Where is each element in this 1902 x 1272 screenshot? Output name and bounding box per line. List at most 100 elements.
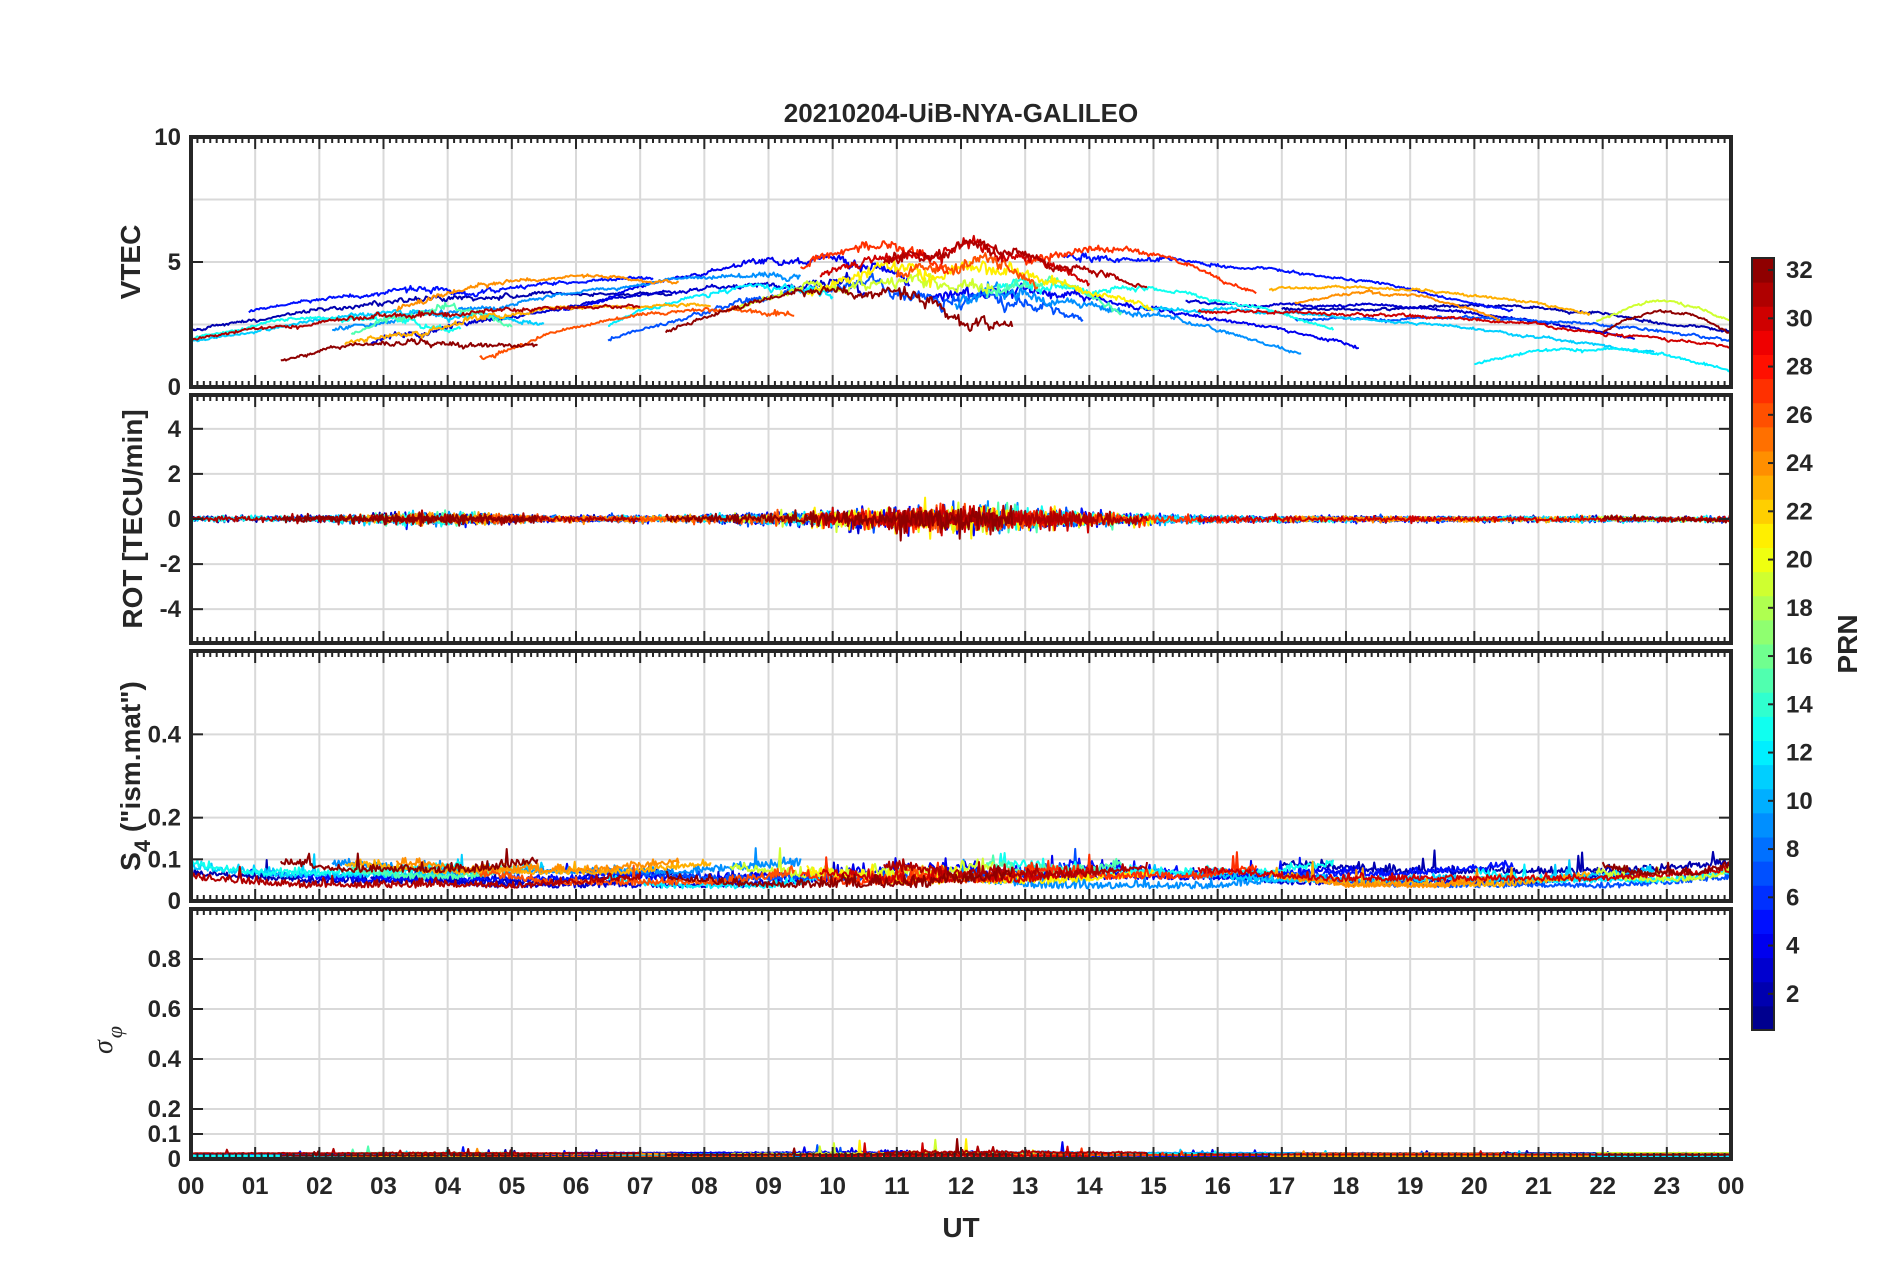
x-tick-label: 17 [1268, 1173, 1295, 1200]
x-tick-label: 22 [1589, 1173, 1616, 1200]
series-prn-30-vtec-0 [819, 234, 1091, 287]
x-tick-label: 00 [178, 1173, 205, 1200]
panel-rot: -4 -2 0 2 4 ROT [TECU/min] [117, 393, 1733, 645]
series-prn-30-rot-1 [1197, 513, 1731, 525]
series-prn-15-vtec-0 [350, 301, 513, 336]
series-prn-5-vtec-1 [1062, 252, 1513, 313]
series-prn-11-vtec-1 [1140, 304, 1655, 354]
colorbar-segment [1752, 957, 1774, 983]
x-tick-label: 09 [755, 1173, 782, 1200]
x-tick-label: 01 [242, 1173, 269, 1200]
s4-label-rest: ("ism.mat") [115, 681, 146, 840]
x-axis-label: UT [942, 1212, 979, 1243]
colorbar-segment [1752, 837, 1774, 862]
colorbar-tick-label: 4 [1786, 933, 1800, 960]
series-prn-32-s4-2 [1601, 861, 1731, 877]
colorbar-tick-label: 22 [1786, 498, 1813, 525]
y-tick-label: 0.4 [148, 1046, 182, 1073]
s4-label-main: S [115, 852, 146, 871]
x-tick-label: 08 [691, 1173, 718, 1200]
series-prn-7-vtec-0 [607, 272, 1084, 342]
x-tick-label: 07 [627, 1173, 654, 1200]
colorbar-segment [1752, 426, 1774, 452]
sigma-label-sub: φ [102, 1026, 127, 1038]
x-tick-label: 00 [1718, 1173, 1745, 1200]
y-tick-label: 0.1 [148, 1121, 181, 1148]
y-tick-label: 0.2 [148, 805, 181, 832]
series-prn-31-s4-1 [883, 858, 1149, 879]
series-prn-5-s4-0 [248, 864, 654, 883]
series-prn-32-vtec-0 [280, 337, 538, 362]
x-tick-label: 16 [1204, 1173, 1231, 1200]
colorbar-tick-label: 16 [1786, 643, 1813, 670]
series-prn-31-s4-0 [191, 865, 642, 889]
series-prn-26-vtec-0 [479, 305, 795, 361]
colorbar-tick-label: 18 [1786, 595, 1813, 622]
series-prn-7-vtec-1 [1294, 314, 1731, 342]
x-tick-label: 10 [819, 1173, 846, 1200]
colorbar-tick-label: 28 [1786, 354, 1813, 381]
series-prn-27-vtec-0 [800, 240, 950, 275]
x-tick-label: 11 [884, 1173, 909, 1200]
colorbar-segment [1752, 595, 1774, 621]
chart-title: 20210204-UiB-NYA-GALILEO [784, 98, 1139, 128]
colorbar-segment [1752, 1005, 1774, 1031]
colorbar-segment [1752, 909, 1774, 934]
x-tick-label: 13 [1012, 1173, 1039, 1200]
colorbar-segment [1752, 306, 1774, 331]
colorbar-segment [1752, 716, 1774, 741]
series-prn-24-vtec-1 [1294, 288, 1501, 322]
colorbar-tick-label: 26 [1786, 402, 1813, 429]
series-prn-31-vtec-0 [191, 303, 641, 342]
colorbar-segment [1752, 692, 1774, 717]
colorbar-segment [1752, 740, 1774, 766]
x-tick-label: 12 [948, 1173, 975, 1200]
y-tick-label: 0 [168, 1146, 181, 1173]
panel-s4: 0 0.1 0.2 0.4 S4 ("ism.mat") [115, 649, 1733, 915]
y-tick-label: 4 [168, 416, 182, 443]
y-tick-label: 0 [168, 506, 181, 533]
colorbar-tick-label: 32 [1786, 257, 1813, 284]
x-tick-label: 14 [1076, 1173, 1103, 1200]
colorbar-segment [1752, 885, 1774, 910]
x-tick-label: 20 [1461, 1173, 1488, 1200]
x-tick-label: 15 [1140, 1173, 1167, 1200]
colorbar-segment [1752, 981, 1774, 1007]
s4-label-sub: 4 [130, 839, 155, 852]
y-tick-label: 2 [168, 461, 181, 488]
series-prn-24-rot-1 [1294, 515, 1501, 524]
series-prn-24-vtec-0 [395, 273, 679, 312]
x-tick-label: 03 [370, 1173, 397, 1200]
x-tick-label: 05 [498, 1173, 525, 1200]
colorbar-segment [1752, 788, 1774, 814]
colorbar-segment [1752, 812, 1774, 838]
y-tick-label: 0 [168, 374, 181, 401]
colorbar-segment [1752, 644, 1774, 669]
series-prn-31-sigma-1 [884, 1145, 1148, 1155]
y-tick-label: 0.4 [148, 721, 182, 748]
series-prn-24-s4-0 [395, 856, 680, 874]
y-tick-label: -2 [160, 551, 181, 578]
colorbar-segment [1752, 861, 1774, 886]
series-prn-32-s4-1 [665, 865, 1014, 889]
series-prn-32-vtec-2 [1602, 309, 1731, 335]
series-prn-19-sigma-1 [1596, 1151, 1731, 1155]
series-prn-23-s4-0 [344, 858, 712, 876]
series-prn-23-vtec-1 [1268, 284, 1591, 316]
colorbar-segment [1752, 933, 1774, 959]
sigma-label-main: σ [88, 1039, 119, 1054]
s4-axis-label: S4 ("ism.mat") [115, 681, 155, 871]
colorbar-segment [1752, 619, 1774, 645]
x-tick-label: 02 [306, 1173, 333, 1200]
colorbar-tick-label: 14 [1786, 691, 1813, 718]
series-prn-19-vtec-1 [1595, 299, 1731, 323]
colorbar-tick-label: 30 [1786, 305, 1813, 332]
colorbar-segment [1752, 354, 1774, 380]
colorbar-segment [1752, 282, 1774, 307]
y-tick-label: 0.1 [148, 846, 181, 873]
series-prn-32-rot-0 [279, 512, 538, 527]
series-prn-32-rot-2 [1602, 514, 1731, 524]
vtec-axis-label: VTEC [115, 225, 146, 300]
